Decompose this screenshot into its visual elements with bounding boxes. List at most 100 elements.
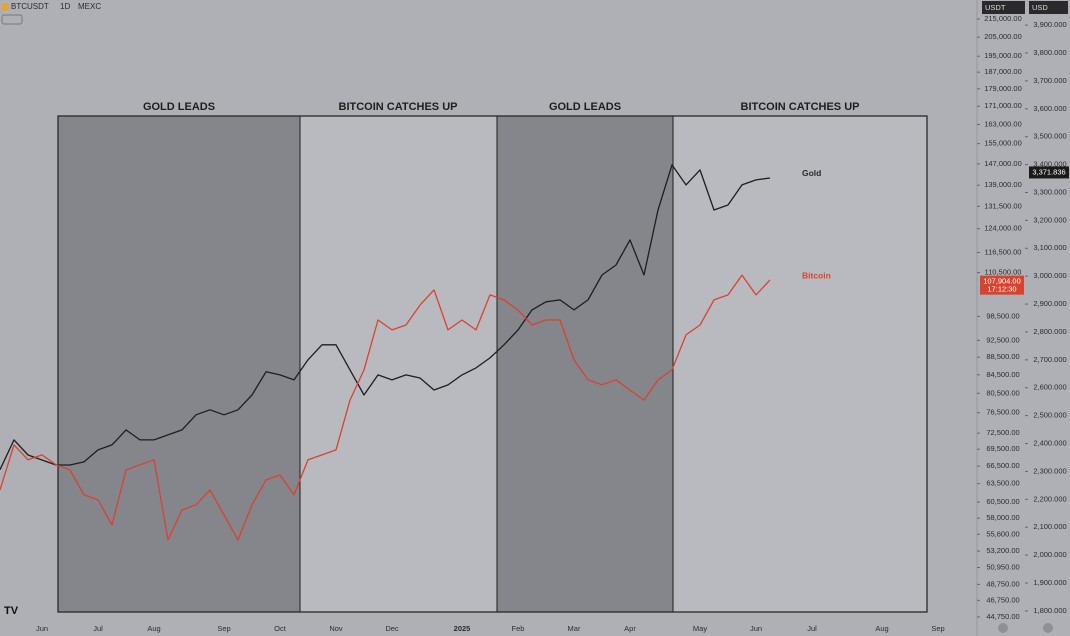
y2-tick-label: 1,900.000 [1033,578,1066,587]
y-tick-label: 215,000.00 [984,14,1022,23]
x-tick-label: Jun [750,624,762,633]
y-tick-label: 80,500.00 [986,388,1019,397]
x-tick-label: 2025 [454,624,471,633]
y2-tick-label: 2,100.000 [1033,522,1066,531]
price-tag [980,275,1024,295]
x-tick-label: Apr [624,624,636,633]
y-tick-label: 72,500.00 [986,428,1019,437]
y2-tick-label: 2,000.000 [1033,550,1066,559]
y-tick-label: 44,750.00 [986,612,1019,621]
axis-button[interactable] [1043,623,1053,633]
countdown: 17:12:30 [987,285,1016,294]
y2-tick-label: 3,400.000 [1033,160,1066,169]
y2-tick-label: 3,000.000 [1033,271,1066,280]
collapse-button[interactable] [1,14,23,25]
y-tick-label: 155,000.00 [984,139,1022,148]
y-tick-label: 131,500.00 [984,201,1022,210]
y2-tick-label: 2,500.000 [1033,411,1066,420]
annotation: GOLD LEADS [143,101,215,113]
price-tag-label: 107,904.00 [983,277,1021,286]
y2-tick-label: 3,800.000 [1033,48,1066,57]
y2-tick-label: 2,200.000 [1033,494,1066,503]
regions [57,115,928,613]
annotation: GOLD LEADS [549,101,621,113]
series-label: Bitcoin [802,270,831,280]
x-tick-label: Jun [36,624,48,633]
region-border [57,115,928,613]
y-tick-label: 171,000.00 [984,101,1022,110]
y-tick-label: 58,000.00 [986,513,1019,522]
y2-tick-label: 2,300.000 [1033,466,1066,475]
y-tick-label: 53,200.00 [986,546,1019,555]
y-tick-label: 205,000.00 [984,32,1022,41]
y-tick-label: 63,500.00 [986,479,1019,488]
y-tick-label: 60,500.00 [986,497,1019,506]
annotation: BITCOIN CATCHES UP [741,101,860,113]
x-tick-label: Sep [217,624,230,633]
unit-dropdown[interactable] [1029,1,1068,14]
y-tick-label: 179,000.00 [984,84,1022,93]
y-tick-label: 48,750.00 [986,579,1019,588]
y2-tick-label: 1,800.000 [1033,606,1066,615]
y-tick-label: 110,500.00 [985,268,1022,277]
x-tick-label: Feb [512,624,525,633]
interval[interactable]: 1D [60,2,70,11]
region-shade [673,116,927,612]
y2-tick-label: 3,600.000 [1033,104,1066,113]
x-tick-label: Aug [147,624,160,633]
unit-label: USD [1032,3,1048,12]
unit-label: USDT [985,3,1006,12]
y2-tick-label: 3,500.000 [1033,132,1066,141]
x-tick-label: Dec [385,624,399,633]
y2-tick-label: 2,800.000 [1033,327,1066,336]
y-tick-label: 46,750.00 [986,595,1019,604]
y-tick-label: 69,500.00 [986,444,1019,453]
y-tick-label: 116,500.00 [985,247,1022,256]
series-line [0,164,771,470]
y-tick-label: 50,950.00 [986,563,1019,572]
y2-tick-label: 3,700.000 [1033,76,1066,85]
y-tick-label: 139,000.00 [984,180,1022,189]
y-tick-label: 147,000.00 [984,159,1022,168]
x-tick-label: May [693,624,707,633]
y-tick-label: 195,000.00 [984,51,1022,60]
symbol[interactable]: BTCUSDT [11,2,49,11]
y-tick-label: 55,600.00 [986,529,1019,538]
y-tick-label: 124,000.00 [984,224,1022,233]
y2-tick-label: 2,900.000 [1033,299,1066,308]
axis-button[interactable] [998,623,1008,633]
x-tick-label: Nov [329,624,343,633]
x-tick-label: Sep [931,624,944,633]
y2-tick-label: 3,200.000 [1033,215,1066,224]
exchange[interactable]: MEXC [78,2,101,11]
y2-tick-label: 2,400.000 [1033,439,1066,448]
y2-tick-label: 3,900.000 [1033,20,1066,29]
y-tick-label: 187,000.00 [984,67,1022,76]
price-tag-label: 3,371.836 [1032,167,1065,176]
y-tick-label: 76,500.00 [986,408,1019,417]
series-line [0,274,771,541]
x-tick-label: Oct [274,624,287,633]
y-tick-label: 88,500.00 [986,352,1019,361]
unit-dropdown[interactable] [982,1,1025,14]
symbol-icon [1,3,9,11]
y-tick-label: 92,500.00 [986,335,1019,344]
x-tick-label: Jul [93,624,103,633]
y2-tick-label: 2,600.000 [1033,383,1066,392]
x-tick-label: Aug [875,624,888,633]
y2-tick-label: 3,100.000 [1033,243,1066,252]
y-tick-label: 98,500.00 [986,311,1019,320]
y2-tick-label: 2,700.000 [1033,355,1066,364]
y2-tick-label: 3,300.000 [1033,187,1066,196]
y-tick-label: 84,500.00 [986,370,1019,379]
logo: TV [4,605,19,617]
x-tick-label: Mar [568,624,581,633]
annotation: BITCOIN CATCHES UP [339,101,458,113]
series-label: Gold [802,168,821,178]
price-tag [1029,166,1069,179]
x-tick-label: Jul [807,624,817,633]
y-tick-label: 163,000.00 [984,119,1022,128]
y-tick-label: 66,500.00 [986,461,1019,470]
